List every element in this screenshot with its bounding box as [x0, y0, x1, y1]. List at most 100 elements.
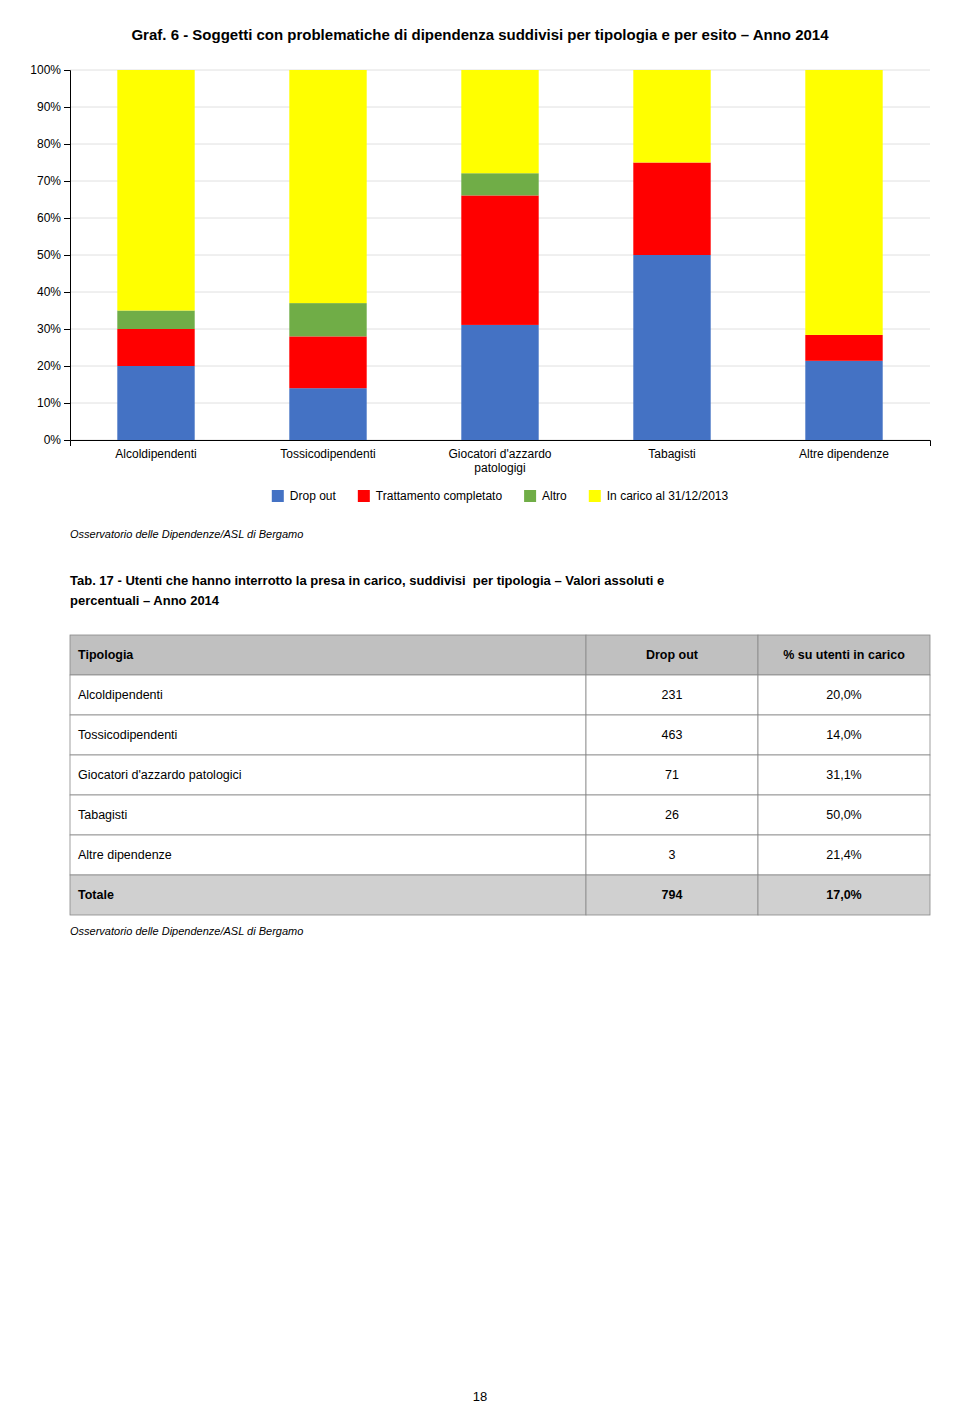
table-cell: [758, 635, 930, 675]
y-axis: 0% 10% 20% 30% 40% 50% 60% 70% 80% 90% 100%: [30, 63, 70, 447]
y-axis-line: [64, 71, 71, 441]
table-cell: [758, 755, 930, 795]
bar: [805, 70, 882, 335]
y-tick: 40%: [37, 285, 70, 299]
x-tick-label: Altre dipendenze: [799, 447, 889, 461]
bar: [633, 255, 710, 440]
table-cell: [758, 675, 930, 715]
table-cell: [758, 875, 930, 915]
legend-swatch: [272, 490, 284, 502]
y-tick: 70%: [37, 174, 70, 188]
x-tick: Tabagisti: [648, 447, 695, 461]
table-cell: [70, 835, 586, 875]
y-tick-label: 40%: [37, 285, 61, 299]
bar: [461, 195, 538, 325]
grid: [70, 70, 930, 440]
y-tick-mark: [64, 144, 70, 145]
legend-item: Altro: [524, 489, 567, 503]
x-tick: Alcoldipendenti: [115, 447, 196, 461]
y-tick-label: 0%: [44, 433, 62, 447]
table-cell: [758, 715, 930, 755]
table-row: Giocatori d'azzardo patologici7131,1%: [70, 755, 930, 795]
table-cell: [586, 635, 758, 675]
y-tick-mark: [64, 218, 70, 219]
legend-label: In carico al 31/12/2013: [607, 489, 729, 503]
bar: [461, 173, 538, 195]
bar: [461, 70, 538, 173]
table-cell: [70, 715, 586, 755]
table-cell-text: Tabagisti: [78, 808, 127, 822]
y-tick-mark: [64, 440, 70, 441]
legend-label: Altro: [542, 489, 567, 503]
x-tick-label: Giocatori d'azzardopatologigi: [448, 447, 551, 475]
y-tick: 80%: [37, 137, 70, 151]
series-bars: [117, 70, 882, 335]
y-tick-mark: [64, 181, 70, 182]
y-tick: 20%: [37, 359, 70, 373]
table-cell-text: 21,4%: [826, 848, 861, 862]
table-cell: [586, 835, 758, 875]
x-tick: Tossicodipendenti: [280, 447, 375, 461]
legend: Drop outTrattamento completatoAltroIn ca…: [272, 489, 729, 503]
table-cell-text: 26: [665, 808, 679, 822]
y-tick-label: 100%: [30, 63, 61, 77]
y-tick-mark: [64, 292, 70, 293]
table-cell-text: Drop out: [646, 648, 699, 662]
y-tick: 100%: [30, 63, 70, 77]
y-tick-mark: [64, 366, 70, 367]
page: Graf. 6 - Soggetti con problematiche di …: [0, 0, 960, 1425]
table-cell: [758, 795, 930, 835]
y-tick-mark: [64, 70, 70, 71]
bar: [633, 163, 710, 256]
bar: [289, 303, 366, 336]
y-tick: 50%: [37, 248, 70, 262]
legend-item: In carico al 31/12/2013: [589, 489, 729, 503]
legend-swatch: [589, 490, 601, 502]
bar: [117, 366, 194, 440]
x-tick: Giocatori d'azzardopatologigi: [448, 447, 551, 475]
bar: [461, 325, 538, 440]
y-tick: 0%: [44, 433, 70, 447]
table-cell-text: 20,0%: [826, 688, 861, 702]
y-tick-label: 10%: [37, 396, 61, 410]
table-cell-text: Totale: [78, 888, 114, 902]
y-tick-mark: [64, 403, 70, 404]
table-title: percentuali – Anno 2014: [70, 593, 220, 608]
y-tick-label: 30%: [37, 322, 61, 336]
bar: [289, 336, 366, 388]
y-tick-label: 50%: [37, 248, 61, 262]
table-cell-text: 50,0%: [826, 808, 861, 822]
table-header-row: TipologiaDrop out% su utenti in carico: [70, 635, 930, 675]
x-axis: Alcoldipendenti Tossicodipendenti Giocator…: [71, 441, 931, 475]
table-cell-text: 71: [665, 768, 679, 782]
table-cell: [586, 715, 758, 755]
table-cell-text: Alcoldipendenti: [78, 688, 163, 702]
table-cell: [70, 755, 586, 795]
table-cell-text: 31,1%: [826, 768, 861, 782]
y-tick-mark: [64, 107, 70, 108]
table-cell: [70, 635, 586, 675]
table-cell: [586, 795, 758, 835]
bar: [117, 329, 194, 366]
bar: [289, 70, 366, 303]
x-tick-label: Alcoldipendenti: [115, 447, 196, 461]
table-cell-text: 231: [662, 688, 683, 702]
table-cell-text: Tipologia: [78, 648, 134, 662]
bar: [117, 311, 194, 330]
y-tick: 90%: [37, 100, 70, 114]
table-cell: [586, 755, 758, 795]
y-tick-label: 60%: [37, 211, 61, 225]
y-tick: 60%: [37, 211, 70, 225]
series-bars: [117, 163, 882, 389]
y-tick-label: 20%: [37, 359, 61, 373]
table-cell-text: Tossicodipendenti: [78, 728, 177, 742]
x-tick-label: Tabagisti: [648, 447, 695, 461]
table-cell-text: 3: [669, 848, 676, 862]
legend-item: Trattamento completato: [358, 489, 503, 503]
table-cell: [70, 875, 586, 915]
page-number: 18: [473, 1389, 487, 1404]
x-tick: Altre dipendenze: [799, 447, 889, 461]
bar: [289, 388, 366, 440]
bar: [805, 361, 882, 440]
bars: [117, 70, 882, 440]
